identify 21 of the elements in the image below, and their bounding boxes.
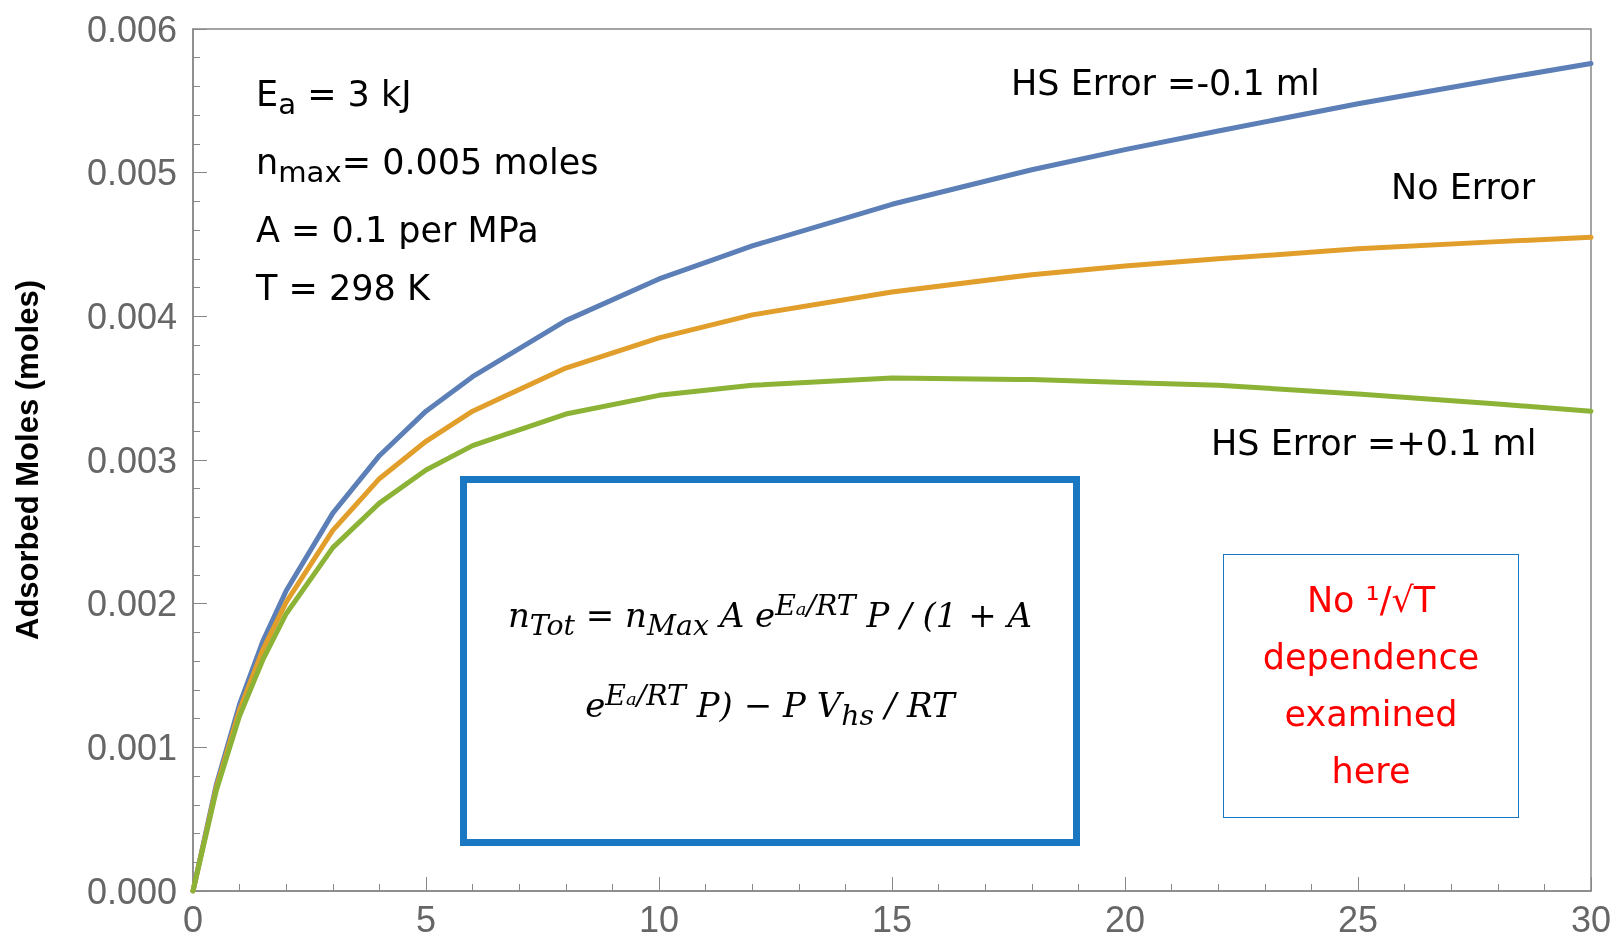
annotation: No ¹/√T dependence examined here: [1262, 579, 1480, 793]
y-tick-label: 0.006: [86, 8, 177, 50]
series-label: No Error: [1391, 167, 1536, 208]
y-tick-label: 0.001: [86, 726, 177, 768]
y-axis-title: Adsorbed Moles (moles): [10, 280, 45, 640]
y-tick-label: 0.004: [86, 295, 177, 337]
x-tick-label: 0: [182, 898, 204, 940]
y-tick-label: 0.003: [86, 439, 177, 481]
annotation: E$_{a}$ = 3 kJ n$_{max}$= 0.005 moles A = 0.1 per MPa T = 298 K: [256, 73, 599, 310]
y-tick-label: 0.000: [86, 870, 177, 912]
x-tick-label: 5: [415, 898, 437, 940]
series-label: HS Error =+0.1 ml: [1211, 423, 1537, 464]
x-tick-label: 20: [1104, 898, 1146, 940]
series-label: HS Error =-0.1 ml: [1011, 63, 1320, 104]
x-tick-label: 30: [1570, 898, 1612, 940]
y-tick-label: 0.002: [86, 583, 177, 625]
x-tick-label: 15: [871, 898, 913, 940]
x-tick-label: 10: [638, 898, 680, 940]
y-tick-label: 0.005: [86, 152, 177, 194]
x-tick-label: 25: [1337, 898, 1379, 940]
text: n$_{Tot}$ = n$_{Max}$ A e$^{Eₐ/RT}$ P / (1 + A e$^{Eₐ/RT}$ P) − P V$_{hs}$ / RT: [507, 588, 1033, 733]
